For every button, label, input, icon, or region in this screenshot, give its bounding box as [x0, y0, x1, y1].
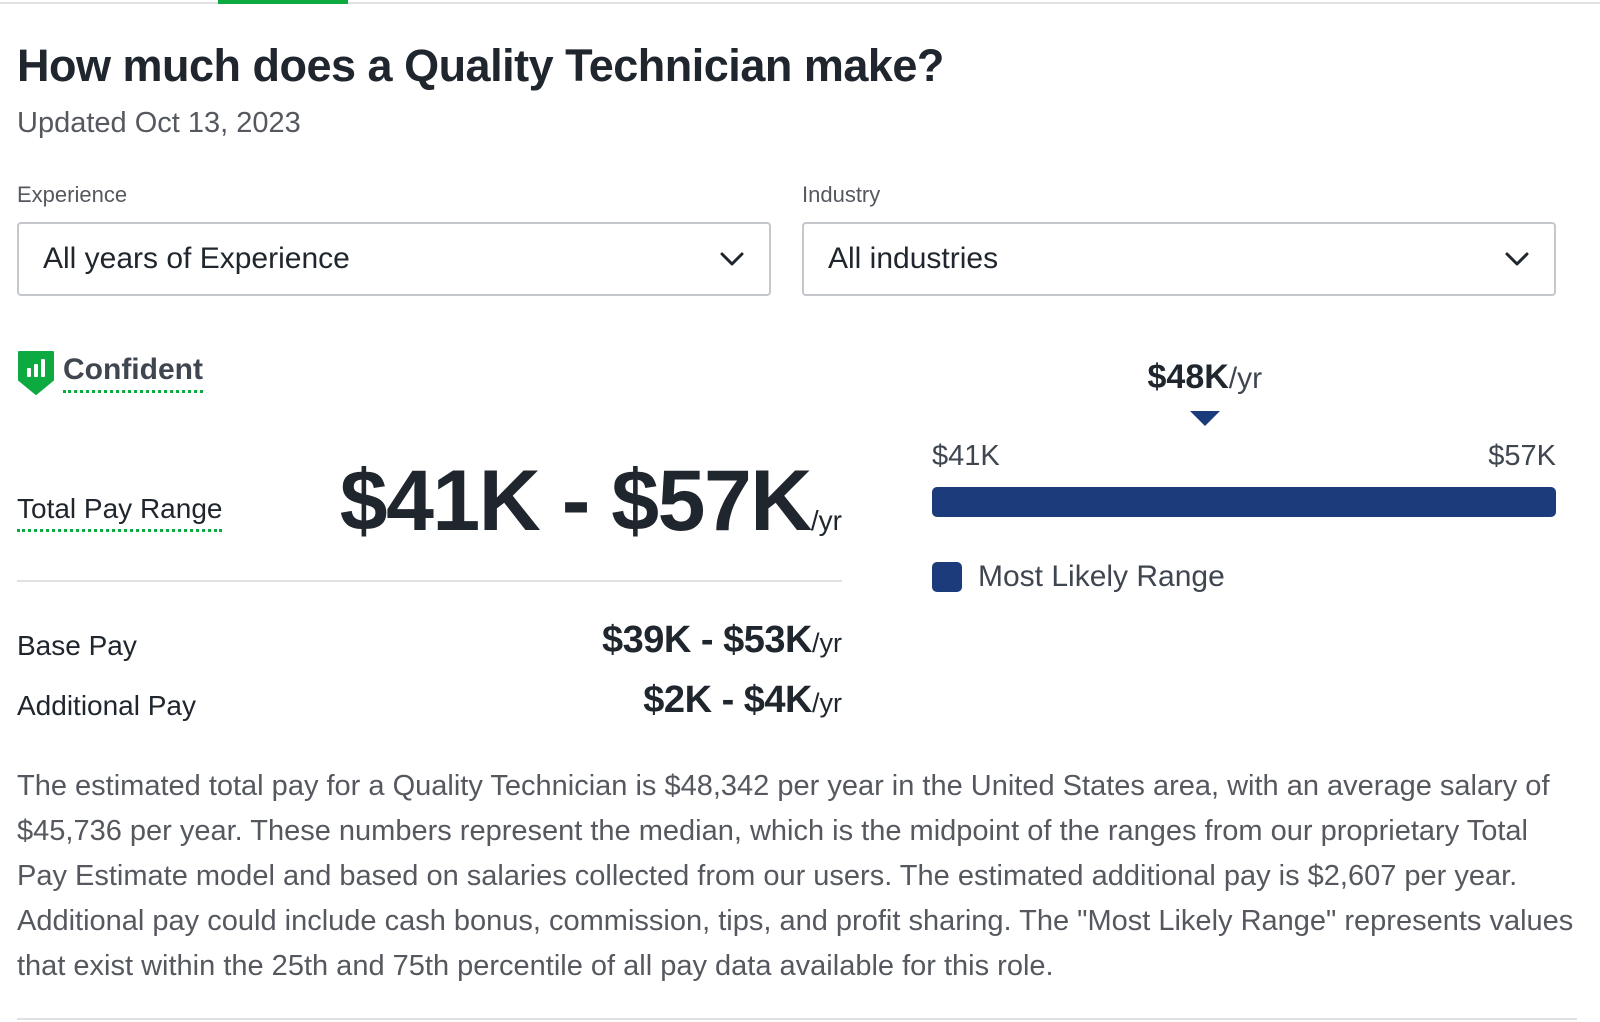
industry-select-value: All industries	[828, 242, 999, 275]
experience-select-value: All years of Experience	[43, 242, 350, 275]
bottom-divider	[17, 1018, 1577, 1020]
total-pay-range: $41K - $57K	[339, 453, 813, 549]
range-max-label: $57K	[1488, 440, 1556, 472]
base-pay-label: Base Pay	[17, 630, 137, 661]
total-pay-range-label[interactable]: Total Pay Range	[17, 493, 223, 532]
base-pay-value: $39K - $53K/yr	[602, 619, 842, 662]
most-likely-range-bar	[932, 487, 1556, 517]
pay-range-bar	[932, 487, 1556, 517]
additional-pay-value: $2K - $4K/yr	[643, 679, 842, 722]
active-tab-indicator	[218, 0, 348, 4]
confidence-indicator[interactable]: Confident	[17, 350, 203, 396]
chart-legend: Most Likely Range	[932, 560, 1225, 594]
experience-label: Experience	[17, 182, 128, 207]
base-pay-unit: /yr	[812, 628, 842, 658]
base-pay-range: $39K - $53K	[602, 619, 812, 661]
page-title: How much does a Quality Technician make?	[17, 40, 944, 91]
confidence-label: Confident	[63, 353, 203, 393]
total-pay-range-value: $41K - $57K/yr	[340, 452, 842, 551]
section-divider	[17, 580, 842, 582]
bar-chart-shield-icon	[18, 351, 54, 395]
total-pay-unit: /yr	[810, 505, 842, 536]
updated-date: Updated Oct 13, 2023	[17, 107, 301, 139]
additional-pay-label: Additional Pay	[17, 690, 197, 721]
additional-pay-range: $2K - $4K	[643, 679, 812, 721]
median-value: $48K	[1147, 358, 1229, 396]
median-pay: $48K/yr	[1148, 358, 1263, 397]
industry-label: Industry	[802, 182, 881, 207]
legend-label: Most Likely Range	[978, 560, 1225, 593]
pay-description: The estimated total pay for a Quality Te…	[17, 770, 1574, 982]
top-divider	[0, 2, 1600, 4]
range-min-label: $41K	[932, 440, 1000, 472]
median-unit: /yr	[1228, 362, 1263, 395]
additional-pay-unit: /yr	[812, 688, 842, 718]
chevron-down-icon	[1505, 252, 1529, 266]
median-marker	[1190, 411, 1220, 426]
experience-select[interactable]: All years of Experience	[17, 222, 771, 296]
industry-select[interactable]: All industries	[802, 222, 1556, 296]
legend-swatch	[932, 562, 962, 592]
chevron-down-icon	[720, 252, 744, 266]
